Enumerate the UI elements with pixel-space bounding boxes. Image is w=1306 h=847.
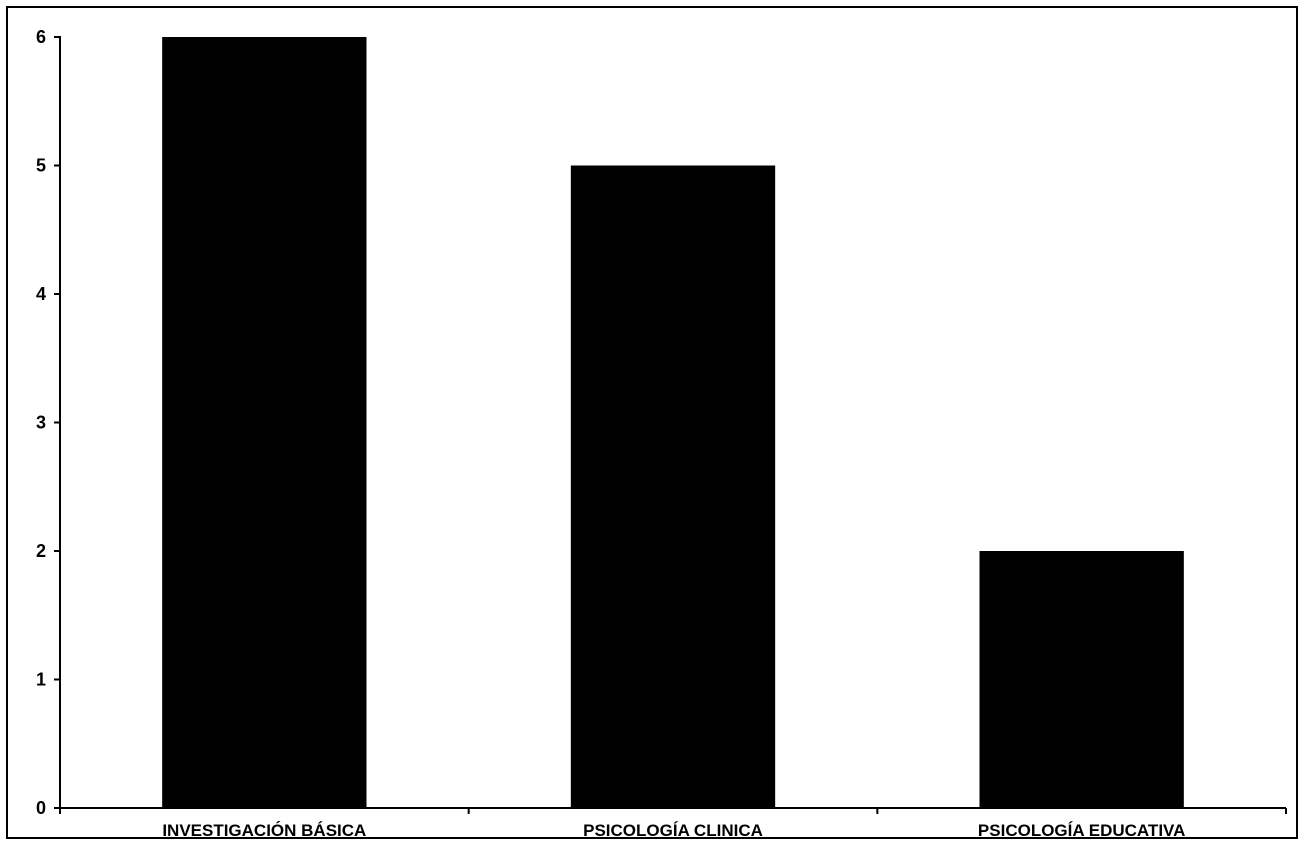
y-tick-label: 4: [36, 284, 46, 304]
y-tick-label: 6: [36, 27, 46, 47]
x-category-label: INVESTIGACIÓN BÁSICA: [162, 821, 366, 840]
y-tick-label: 1: [36, 670, 46, 690]
y-tick-label: 0: [36, 798, 46, 818]
bar: [979, 551, 1184, 808]
y-tick-label: 2: [36, 541, 46, 561]
x-category-label: PSICOLOGÍA EDUCATIVA: [978, 821, 1185, 840]
bar: [570, 165, 776, 808]
bar: [162, 37, 367, 808]
y-axis-ticks: 0 1 2 3 4 5 6: [36, 27, 60, 818]
x-category-label: PSICOLOGÍA CLINICA: [583, 821, 763, 840]
bars: [162, 37, 1184, 808]
category-labels: INVESTIGACIÓN BÁSICA PSICOLOGÍA CLINICA PS…: [162, 821, 1185, 840]
y-tick-label: 5: [36, 156, 46, 176]
x-axis-ticks: [59, 808, 1287, 814]
y-tick-label: 3: [36, 413, 46, 433]
